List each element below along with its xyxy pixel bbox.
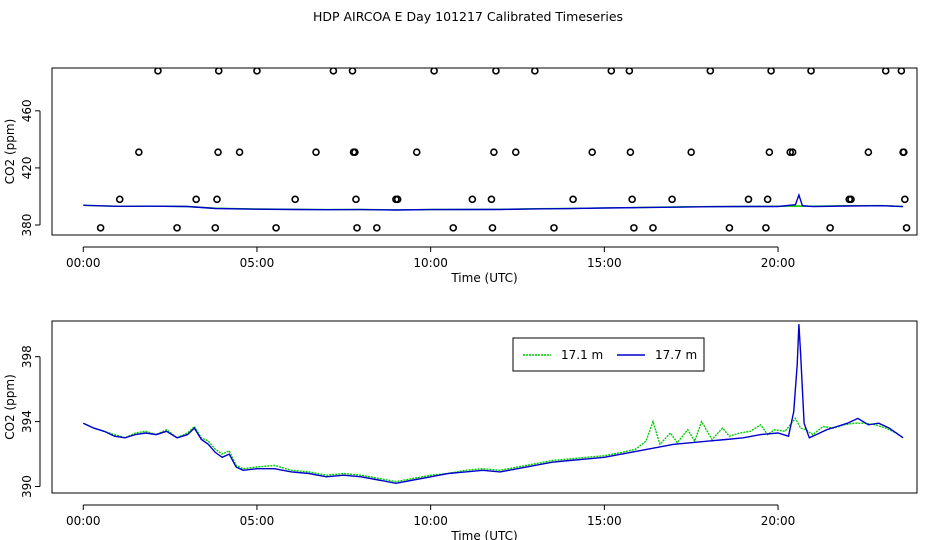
calibration-point: [649, 224, 657, 232]
calibration-point: [826, 224, 834, 232]
calibration-point: [762, 224, 770, 232]
y-axis-label: CO2 (ppm): [3, 119, 17, 185]
legend-label: 17.1 m: [561, 348, 603, 362]
x-tick-label: 20:00: [761, 514, 796, 528]
calibration-point: [488, 224, 497, 232]
calibration-point: [214, 148, 222, 157]
calibration-point: [430, 68, 438, 75]
x-tick-label: 10:00: [413, 256, 448, 270]
plot-frame: [51, 320, 918, 494]
y-tick-label: 460: [20, 99, 34, 122]
timeseries-panel-bottom: 00:00 05:00 10:00 15:00 20:00 390 394 398 Time (…: [3, 320, 918, 540]
calibration-point: [487, 195, 496, 204]
calibration-point: [706, 68, 715, 75]
calibration-point: [373, 224, 381, 232]
calibration-point: [763, 195, 772, 204]
calibration-point: [253, 68, 261, 75]
series-line-1: [83, 192, 904, 211]
calibration-point: [807, 68, 815, 75]
calibration-point: [630, 224, 638, 232]
calibration-point: [468, 195, 477, 204]
calibration-point: [847, 195, 855, 204]
calibration-point: [588, 148, 596, 157]
calibration-point: [625, 68, 634, 75]
calibration-point: [135, 148, 143, 157]
timeseries-panel-top: 00:00 05:00 10:00 15:00 20:00 380 420 460 Time (…: [3, 67, 918, 285]
y-tick-label: 380: [20, 214, 34, 237]
x-axis-label: Time (UTC): [450, 529, 517, 540]
calibration-point: [211, 224, 220, 232]
plot-area: [83, 324, 904, 485]
series-line-17-1-m: [83, 417, 904, 483]
figure-title: HDP AIRCOA E Day 101217 Calibrated Times…: [313, 9, 623, 24]
x-tick-label: 00:00: [66, 514, 101, 528]
calibration-point: [393, 195, 402, 204]
calibration-point: [353, 224, 361, 232]
calibration-point: [550, 224, 558, 232]
calibration-point: [765, 148, 774, 157]
calibration-point: [626, 148, 635, 157]
x-tick-label: 20:00: [761, 256, 796, 270]
calibration-point: [115, 195, 124, 204]
calibration-point: [154, 68, 162, 75]
calibration-point: [569, 195, 577, 204]
x-tick-label: 15:00: [587, 256, 622, 270]
calibration-point: [214, 68, 223, 75]
calibration-point: [607, 68, 616, 75]
calibration-point: [352, 195, 360, 204]
x-tick-label: 05:00: [240, 514, 275, 528]
x-tick-label: 00:00: [66, 256, 101, 270]
y-axis-label: CO2 (ppm): [3, 374, 17, 440]
calibration-point: [899, 148, 908, 157]
calibration-point: [351, 148, 359, 157]
calibration-point: [272, 224, 280, 232]
x-tick-label: 05:00: [240, 256, 275, 270]
y-tick-label: 394: [20, 410, 34, 433]
calibration-point: [511, 148, 520, 157]
calibration-point: [786, 148, 795, 157]
y-tick-label: 420: [20, 156, 34, 179]
calibration-point: [788, 148, 797, 157]
plot-frame: [51, 67, 918, 236]
calibration-point: [864, 148, 873, 157]
calibration-point: [192, 195, 200, 204]
series-line-17-7-m: [83, 324, 904, 485]
x-axis-label: Time (UTC): [450, 271, 517, 285]
calibration-point: [881, 68, 890, 75]
x-tick-label: 10:00: [413, 514, 448, 528]
calibration-point: [412, 148, 421, 157]
calibration-point: [628, 195, 636, 204]
y-tick-label: 398: [20, 345, 34, 368]
calibration-point: [348, 68, 357, 75]
calibration-point: [744, 195, 753, 204]
calibration-point: [96, 224, 105, 232]
plot-area: [83, 68, 911, 232]
calibration-point: [901, 195, 909, 204]
calibration-point: [725, 224, 734, 232]
calibration-point: [449, 224, 458, 232]
calibration-point: [531, 68, 539, 75]
x-tick-label: 15:00: [587, 514, 622, 528]
calibration-point: [173, 224, 181, 232]
calibration-point: [490, 148, 498, 157]
calibration-point: [668, 195, 676, 204]
calibration-point: [329, 68, 338, 75]
calibration-point: [767, 68, 775, 75]
legend-label: 17.7 m: [655, 348, 697, 362]
calibration-point: [897, 68, 906, 75]
calibration-point: [312, 148, 320, 157]
calibration-point: [492, 68, 500, 75]
calibration-point: [235, 148, 244, 157]
y-tick-label: 390: [20, 475, 34, 498]
legend: 17.1 m 17.7 m: [512, 337, 705, 372]
calibration-point: [687, 148, 695, 157]
calibration-point: [291, 195, 299, 204]
calibration-point: [213, 195, 221, 204]
calibration-point: [902, 224, 911, 232]
